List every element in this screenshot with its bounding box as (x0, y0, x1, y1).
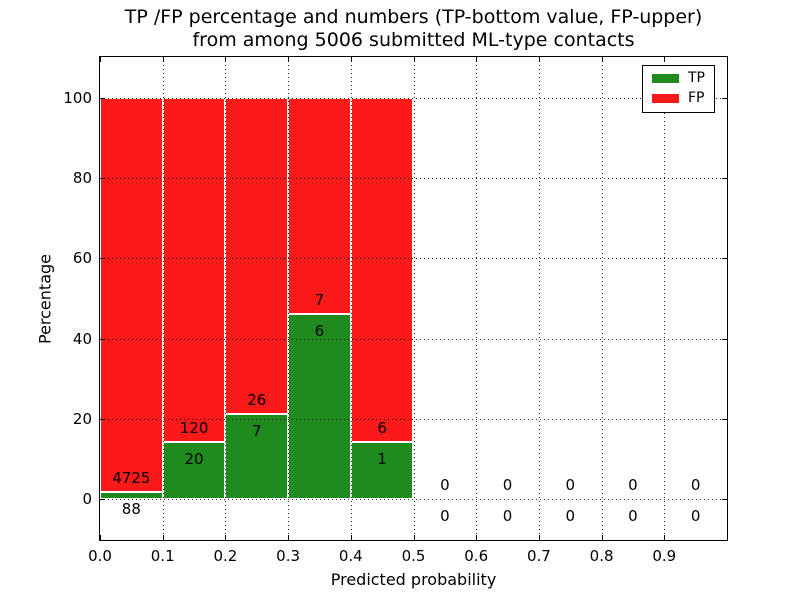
x-tick-bottom (664, 535, 666, 540)
fp-count-label-9: 0 (690, 476, 701, 495)
y-tick-left (100, 418, 105, 420)
gridline-x-0.9 (664, 57, 666, 540)
x-tick-bottom (476, 535, 478, 540)
x-tick-top (350, 57, 352, 62)
y-tick-label-20: 20 (72, 409, 92, 428)
fp-count-label-1: 120 (179, 418, 209, 437)
x-tick-label-0.0: 0.0 (88, 547, 112, 565)
fp-count-label-0: 4725 (112, 468, 151, 487)
tp-count-label-7: 0 (565, 506, 576, 525)
y-tick-left (100, 338, 105, 340)
x-tick-top (413, 57, 415, 62)
x-tick-top (288, 57, 290, 62)
fp-count-label-8: 0 (628, 476, 638, 495)
x-tick-label-0.1: 0.1 (150, 547, 175, 565)
y-tick-label-0: 0 (82, 490, 92, 509)
y-tick-left (100, 178, 105, 180)
tp-count-label-5: 0 (440, 506, 450, 525)
x-tick-top (538, 57, 540, 62)
y-tick-label-100: 100 (63, 88, 92, 107)
x-tick-top (162, 57, 164, 62)
tp-count-label-6: 0 (502, 506, 513, 525)
fp-count-label-2: 26 (247, 390, 267, 409)
gridline-x-0.6 (476, 57, 478, 540)
x-tick-bottom (225, 535, 227, 540)
tp-count-label-1: 20 (184, 449, 204, 468)
x-tick-label-0.4: 0.4 (338, 547, 363, 565)
y-tick-label-60: 60 (72, 249, 92, 268)
x-tick-top (225, 57, 227, 62)
fp-count-label-3: 7 (314, 290, 325, 309)
x-tick-bottom (162, 535, 164, 540)
bar-tp-segment-0 (100, 491, 163, 500)
y-tick-left (100, 97, 105, 99)
legend-entry-tp: TP (652, 71, 705, 86)
gridline-x-0.1 (162, 57, 164, 540)
tp-count-label-9: 0 (690, 506, 701, 525)
x-tick-bottom (288, 535, 290, 540)
y-tick-right (722, 178, 727, 180)
plot-area: TP FP Predicted probability Percentage 0… (36, 56, 728, 589)
gridline-x-0.5 (413, 57, 415, 540)
chart-title-line1: TP /FP percentage and numbers (TP-bottom… (124, 6, 703, 28)
tp-legend-label: TP (688, 70, 705, 86)
x-tick-bottom (413, 535, 415, 540)
chart-title: TP /FP percentage and numbers (TP-bottom… (99, 6, 728, 52)
bar-tp-segment-2 (225, 413, 289, 500)
x-tick-label-0.3: 0.3 (276, 547, 301, 565)
x-axis-label: Predicted probability (330, 570, 497, 589)
gridline-x-0.3 (288, 57, 290, 540)
y-tick-label-80: 80 (72, 169, 92, 188)
y-tick-right (722, 97, 727, 99)
fp-legend-swatch (652, 94, 679, 103)
y-tick-right (722, 418, 727, 420)
bar-fp-segment-3 (288, 97, 351, 314)
gridline-x-0.2 (225, 57, 227, 540)
x-tick-bottom (350, 535, 352, 540)
tp-count-label-8: 0 (628, 506, 638, 525)
x-tick-label-0.2: 0.2 (213, 547, 238, 565)
fp-count-label-6: 0 (502, 476, 513, 495)
y-tick-left (100, 499, 105, 501)
legend-box: TP FP (642, 65, 715, 113)
gridline-x-0.8 (601, 57, 603, 540)
tp-count-label-3: 6 (314, 321, 325, 340)
bar-fp-segment-1 (162, 97, 226, 442)
x-tick-label-0.5: 0.5 (401, 547, 426, 565)
x-tick-top (476, 57, 478, 62)
x-tick-label-0.6: 0.6 (464, 547, 489, 565)
legend-entry-fp: FP (652, 91, 705, 106)
x-tick-bottom (601, 535, 603, 540)
tp-count-label-0: 88 (121, 499, 141, 518)
bar-tp-segment-3 (288, 313, 351, 500)
x-tick-label-0.9: 0.9 (652, 547, 677, 565)
x-tick-bottom (100, 535, 101, 540)
y-tick-right (722, 499, 727, 501)
fp-count-label-7: 0 (565, 476, 576, 495)
gridline-x-0.4 (350, 57, 352, 540)
fp-count-label-5: 0 (440, 476, 450, 495)
bar-fp-segment-4 (350, 97, 414, 442)
chart-title-line2: from among 5006 submitted ML-type contac… (192, 29, 635, 51)
tp-count-label-4: 1 (377, 449, 387, 468)
x-tick-top (664, 57, 666, 62)
y-tick-left (100, 258, 105, 260)
x-tick-top (100, 57, 101, 62)
y-tick-label-40: 40 (72, 329, 92, 348)
bar-tp-segment-1 (162, 441, 226, 500)
x-tick-bottom (538, 535, 540, 540)
tp-count-label-2: 7 (251, 421, 262, 440)
fp-count-label-4: 6 (377, 418, 387, 437)
x-tick-label-0.7: 0.7 (526, 547, 551, 565)
fp-legend-label: FP (688, 90, 705, 106)
y-tick-right (722, 258, 727, 260)
bar-fp-segment-2 (225, 97, 289, 414)
y-tick-right (722, 338, 727, 340)
x-tick-label-0.8: 0.8 (589, 547, 614, 565)
x-tick-top (601, 57, 603, 62)
gridline-x-0.7 (538, 57, 540, 540)
tp-legend-swatch (652, 74, 679, 83)
bar-fp-segment-0 (100, 97, 163, 492)
